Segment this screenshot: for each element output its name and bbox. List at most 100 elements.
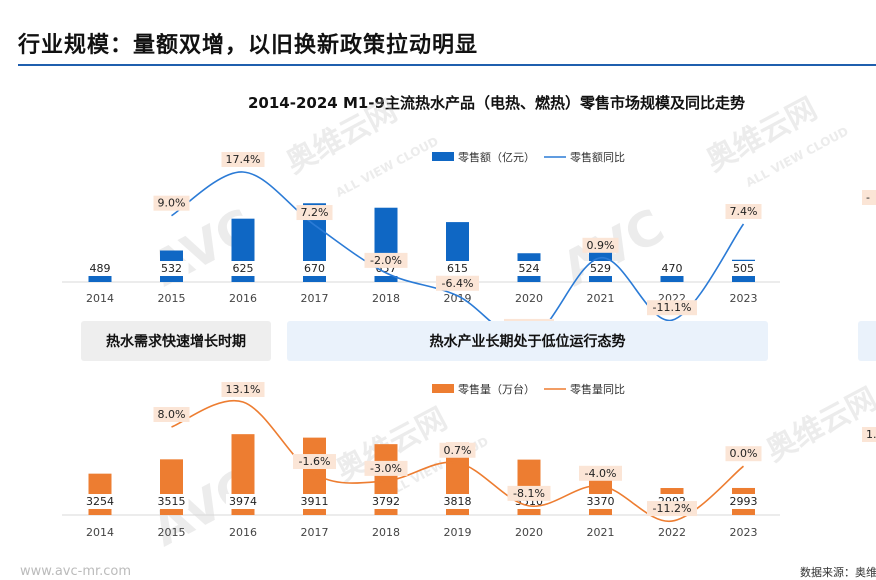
yoy-label-bg <box>507 485 551 501</box>
cropped-label: 1. <box>866 428 876 441</box>
bar-value-label: 3792 <box>372 495 400 508</box>
bar-value-label-bg <box>583 261 618 276</box>
bar-value-label: 625 <box>233 262 254 275</box>
yoy-label-bg <box>436 275 479 291</box>
legend-label: 零售额同比 <box>570 150 625 164</box>
yoy-label: 0.9% <box>587 239 615 252</box>
bar-value-label-bg <box>726 261 761 276</box>
period-band-growth: 热水需求快速增长时期 <box>81 321 271 361</box>
chart-title: 2014-2024 M1-9主流热水产品（电热、燃热）零售市场规模及同比走势 <box>248 94 745 112</box>
bar-value-label: 3370 <box>587 495 615 508</box>
yoy-label: -6.4% <box>442 277 474 290</box>
yoy-label: -4.0% <box>585 467 617 480</box>
yoy-label-bg <box>647 501 697 517</box>
bar-value-label-bg <box>655 261 689 276</box>
x-tick-label: 2023 <box>730 526 758 539</box>
x-tick-label: 2023 <box>730 292 758 305</box>
bar-value-label-bg <box>297 261 332 276</box>
x-tick-label: 2018 <box>372 526 400 539</box>
bar-value-label: 615 <box>447 262 468 275</box>
yoy-label: -2.0% <box>370 254 402 267</box>
yoy-label-bg <box>725 204 762 219</box>
bar-value-label: 524 <box>519 262 540 275</box>
bar <box>660 271 684 282</box>
bar-value-label: 532 <box>161 262 182 275</box>
yoy-label: 7.4% <box>730 205 758 218</box>
yoy-label: 17.4% <box>226 153 261 166</box>
yoy-label: 7.2% <box>301 206 329 219</box>
yoy-label-bg <box>296 205 333 221</box>
legend-label: 零售额（亿元） <box>458 150 535 164</box>
bar-value-label: 489 <box>90 262 111 275</box>
bar-value-label: 3911 <box>301 495 329 508</box>
yoy-line <box>171 171 745 341</box>
cropped-label-bg <box>862 190 876 205</box>
bar-value-label: 529 <box>590 262 611 275</box>
yoy-label: 0.0% <box>730 447 758 460</box>
x-tick-label: 2022 <box>658 526 686 539</box>
bar-value-label-bg <box>583 494 618 509</box>
yoy-label: -11.1% <box>653 301 692 314</box>
x-tick-label: 2020 <box>515 292 543 305</box>
bar-value-label: 3818 <box>444 495 472 508</box>
legend-swatch-bar <box>432 384 454 393</box>
bar-value-label-bg <box>440 494 475 509</box>
x-tick-label: 2018 <box>372 292 400 305</box>
bar-value-label: 505 <box>733 262 754 275</box>
bar-value-label-bg <box>512 261 546 276</box>
x-tick-label: 2016 <box>229 292 257 305</box>
legend-label: 零售量（万台） <box>458 382 535 396</box>
x-tick-label: 2020 <box>515 526 543 539</box>
yoy-label-bg <box>293 454 336 470</box>
yoy-label-bg <box>579 465 622 481</box>
legend-label: 零售量同比 <box>570 382 625 396</box>
yoy-label-bg <box>647 300 697 316</box>
yoy-label-bg <box>153 195 190 211</box>
yoy-label: -1.6% <box>299 455 331 468</box>
x-tick-label: 2019 <box>444 292 472 305</box>
x-tick-label: 2014 <box>86 292 114 305</box>
cropped-label-bg <box>862 427 876 442</box>
yoy-label-bg <box>364 460 408 476</box>
yoy-label: 8.0% <box>158 408 186 421</box>
bar-value-label-bg <box>83 261 117 276</box>
yoy-label: 0.7% <box>444 444 472 457</box>
bar-value-label: 470 <box>662 262 683 275</box>
period-band-low: 热水产业长期处于低位运行态势 <box>287 321 768 361</box>
bar-value-label-bg <box>154 494 189 509</box>
x-tick-label: 2021 <box>587 526 615 539</box>
bar-value-label-bg <box>297 494 332 509</box>
x-tick-label: 2019 <box>444 526 472 539</box>
bar-value-label: 2993 <box>730 495 758 508</box>
bar-value-label: 3254 <box>86 495 114 508</box>
x-tick-label: 2016 <box>229 526 257 539</box>
x-tick-label: 2021 <box>587 292 615 305</box>
bar-value-label-bg <box>726 494 761 509</box>
footer-source: 数据来源：奥维 <box>800 566 876 579</box>
bar-value-label-bg <box>154 261 189 276</box>
bar-value-label-bg <box>226 261 260 276</box>
yoy-label: -8.1% <box>513 487 545 500</box>
period-band-cropped <box>858 321 876 361</box>
yoy-label: 9.0% <box>158 197 186 210</box>
yoy-label-bg <box>221 382 265 397</box>
yoy-label-bg <box>439 442 476 458</box>
page-title: 行业规模：量额双增，以旧换新政策拉动明显 <box>18 33 479 58</box>
x-tick-label: 2017 <box>301 526 329 539</box>
yoy-label: 13.1% <box>226 383 261 396</box>
yoy-label-bg <box>725 446 762 462</box>
bar-value-label: 3974 <box>229 495 257 508</box>
bar-value-label: 3515 <box>158 495 186 508</box>
x-tick-label: 2017 <box>301 292 329 305</box>
x-tick-label: 2015 <box>158 526 186 539</box>
x-tick-label: 2014 <box>86 526 114 539</box>
yoy-label-bg <box>582 237 619 253</box>
yoy-label-bg <box>153 406 190 422</box>
legend-swatch-bar <box>432 152 454 161</box>
x-tick-label: 2015 <box>158 292 186 305</box>
bar-value-label-bg <box>369 494 403 509</box>
bar-value-label: 670 <box>304 262 325 275</box>
bar-value-label-bg <box>83 494 117 509</box>
footer-url: www.avc-mr.com <box>20 564 132 579</box>
